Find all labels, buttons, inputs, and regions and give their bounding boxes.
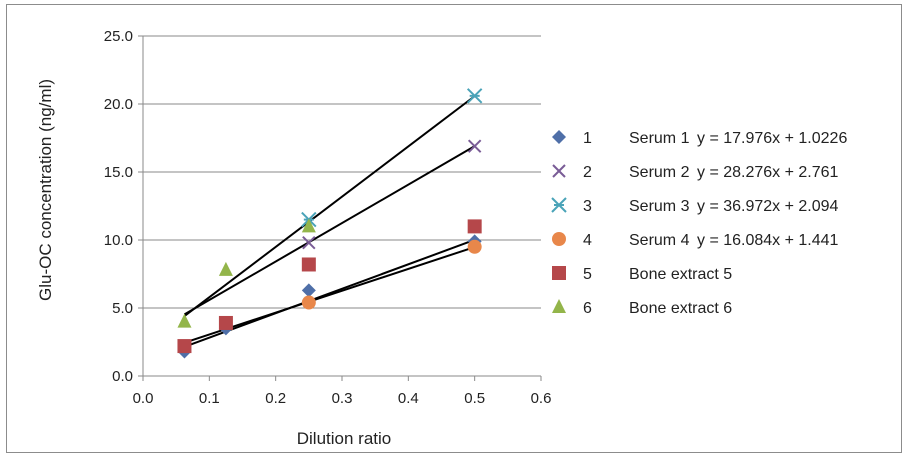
legend-series-number: 3: [583, 198, 592, 215]
y-tick-label: 5.0: [112, 300, 133, 317]
legend-entry-1: 1 Serum 1 y = 17.976x + 1.0226: [552, 130, 847, 147]
legend-marker: [551, 197, 567, 213]
scatter-chart: 0.0 5.0 10.0 15.0 20.0 25.0 0.0 0.1 0.2 0.3 0.4 0.5…: [36, 28, 847, 448]
x-tick-label: 0.5: [464, 390, 485, 407]
legend-series-number: 4: [583, 232, 592, 249]
legend-series-label: Bone extract 5: [629, 266, 732, 283]
legend-series-label: Bone extract 6: [629, 300, 732, 317]
legend-entry-4: 4 Serum 4 y = 16.084x + 1.441: [552, 232, 839, 249]
legend-entry-3: 3 Serum 3 y = 36.972x + 2.094: [551, 197, 839, 215]
x-tick-label: 0.2: [265, 390, 286, 407]
legend-series-label: Serum 3: [629, 198, 690, 215]
legend-entry-6: 6 Bone extract 6: [552, 299, 732, 317]
trendline-series-2: [183, 145, 476, 316]
data-point-series-6: [301, 218, 316, 233]
data-point-series-5: [218, 315, 233, 330]
data-point-series-5: [467, 219, 482, 234]
legend-trend-equation: y = 17.976x + 1.0226: [697, 130, 847, 147]
legend-entry-2: 2 Serum 2 y = 28.276x + 2.761: [552, 164, 839, 181]
data-point-series-5: [301, 257, 316, 272]
legend-marker: [552, 266, 566, 280]
data-point-series-2: [302, 236, 316, 250]
y-axis-title: Glu-OC concentration (ng/ml): [36, 79, 55, 301]
legend-trend-equation: y = 16.084x + 1.441: [697, 232, 839, 249]
legend-marker: [552, 164, 566, 178]
data-point-series-5: [177, 339, 192, 354]
legend-series-number: 5: [583, 266, 592, 283]
data-point-series-1: [301, 283, 316, 298]
gridlines: [143, 35, 541, 309]
legend-marker: [552, 130, 566, 144]
legend-series-label: Serum 4: [629, 232, 690, 249]
y-tick-label: 10.0: [104, 232, 133, 249]
data-point-series-4: [301, 295, 316, 310]
y-tick-label: 20.0: [104, 96, 133, 113]
legend-series-number: 6: [583, 300, 592, 317]
y-tick-label: 0.0: [112, 368, 133, 385]
legend-series-label: Serum 1: [629, 130, 690, 147]
legend: 1 Serum 1 y = 17.976x + 1.0226 2 Serum 2 y = …: [551, 130, 847, 317]
data-points: [177, 88, 483, 359]
x-tick-label: 0.4: [398, 390, 419, 407]
chart-frame: 0.0 5.0 10.0 15.0 20.0 25.0 0.0 0.1 0.2 0.3 0.4 0.5…: [6, 4, 902, 453]
legend-entry-5: 5 Bone extract 5: [552, 266, 732, 283]
y-tick-label: 25.0: [104, 28, 133, 45]
data-point-series-6: [177, 313, 192, 328]
x-tick-label: 0.6: [531, 390, 552, 407]
trendlines: [183, 95, 476, 348]
y-tick-label: 15.0: [104, 164, 133, 181]
x-tick-label: 0.1: [199, 390, 220, 407]
data-point-series-6: [218, 261, 233, 276]
legend-marker: [552, 232, 566, 246]
legend-marker: [552, 299, 566, 313]
legend-series-number: 2: [583, 164, 592, 181]
x-tick-label: 0.0: [133, 390, 154, 407]
legend-series-number: 1: [583, 130, 592, 147]
data-point-series-3: [466, 88, 483, 104]
x-tick-label: 0.3: [332, 390, 353, 407]
data-point-series-2: [467, 139, 482, 153]
legend-series-label: Serum 2: [629, 164, 690, 181]
legend-trend-equation: y = 28.276x + 2.761: [697, 164, 839, 181]
legend-trend-equation: y = 36.972x + 2.094: [697, 198, 839, 215]
trendline-series-3: [183, 95, 476, 317]
data-point-series-4: [467, 239, 482, 254]
x-axis-title: Dilution ratio: [297, 429, 392, 448]
axes: 0.0 5.0 10.0 15.0 20.0 25.0 0.0 0.1 0.2 0.3 0.4 0.5…: [104, 28, 552, 407]
